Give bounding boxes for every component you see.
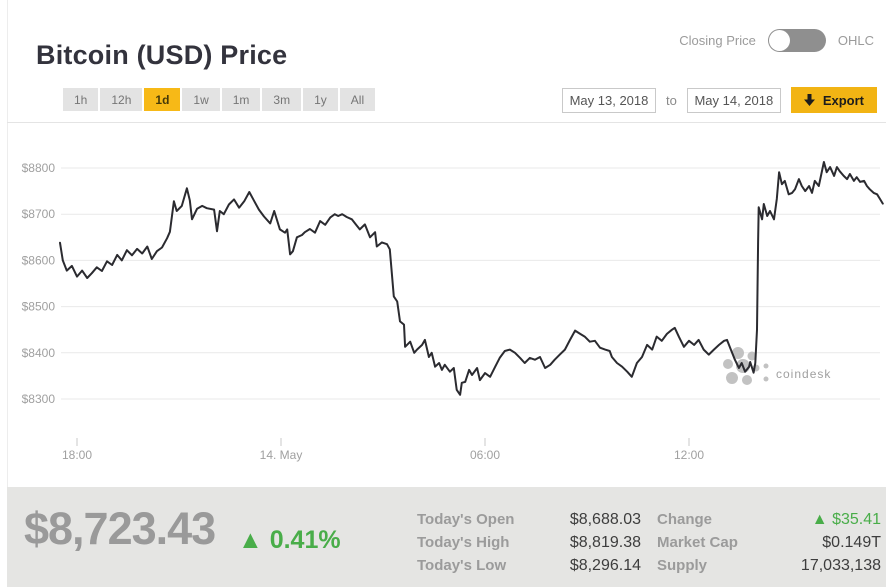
range-button-1w[interactable]: 1w: [182, 88, 220, 111]
toggle-knob-icon[interactable]: [768, 30, 790, 51]
stats-column-today: Today's Open $8,688.03 Today's High $8,819.…: [417, 508, 641, 577]
date-range-to-label: to: [665, 92, 677, 108]
stat-value: $8,688.03: [569, 511, 641, 528]
svg-text:$8700: $8700: [22, 207, 56, 221]
stat-row: Today's Low $8,296.14: [417, 554, 641, 577]
stat-label: Supply: [657, 557, 708, 574]
page-title: Bitcoin (USD) Price: [36, 40, 288, 71]
svg-text:$8400: $8400: [22, 346, 56, 360]
stat-label: Change: [657, 511, 713, 528]
svg-text:06:00: 06:00: [470, 448, 500, 462]
stat-row: Market Cap $0.149T: [657, 531, 881, 554]
export-button-label: Export: [822, 92, 864, 108]
up-arrow-icon: ▲: [238, 526, 263, 554]
range-button-12h[interactable]: 12h: [100, 88, 143, 111]
svg-text:$8800: $8800: [22, 161, 56, 175]
stat-value: ▲ $35.41: [811, 511, 881, 528]
stat-value: $8,296.14: [569, 557, 641, 574]
price-chart-svg[interactable]: $8800 $8700 $8600 $8500 $8400 $8300 18:00 14. …: [0, 0, 886, 487]
stat-row: Supply 17,033,138: [657, 554, 881, 577]
svg-text:18:00: 18:00: [62, 448, 92, 462]
date-from-input[interactable]: [561, 87, 656, 113]
stat-label: Market Cap: [657, 534, 738, 551]
stat-row: Today's Open $8,688.03: [417, 508, 641, 531]
range-button-all[interactable]: All: [339, 88, 376, 111]
stat-label: Today's High: [417, 534, 510, 551]
coindesk-watermark: coindesk: [723, 347, 831, 385]
stat-row: Change ▲ $35.41: [657, 508, 881, 531]
stats-column-market: Change ▲ $35.41 Market Cap $0.149T Supply 17,…: [657, 508, 881, 577]
date-controls: to Export: [561, 87, 877, 113]
price-line: [59, 161, 884, 396]
stat-value: 17,033,138: [800, 557, 881, 574]
range-button-1d[interactable]: 1d: [144, 88, 181, 111]
range-buttons: 1h 12h 1d 1w 1m 3m 1y All: [63, 88, 377, 111]
stat-row: Today's High $8,819.38: [417, 531, 641, 554]
date-to-input[interactable]: [686, 87, 781, 113]
watermark-text: coindesk: [776, 367, 831, 381]
svg-text:$8500: $8500: [22, 300, 56, 314]
x-axis-ticks: [76, 438, 690, 446]
stat-label: Today's Open: [417, 511, 515, 528]
range-button-1m[interactable]: 1m: [221, 88, 261, 111]
y-axis-labels: $8800 $8700 $8600 $8500 $8400 $8300: [22, 161, 56, 406]
svg-text:12:00: 12:00: [674, 448, 704, 462]
x-axis-labels: 18:00 14. May 06:00 12:00: [62, 448, 704, 462]
bottom-stats-panel: $8,723.43 ▲ 0.41% Today's Open $8,688.03 T…: [7, 487, 886, 587]
price-mode-toggle-group: Closing Price OHLC: [679, 29, 874, 52]
stat-value: $8,819.38: [569, 534, 641, 551]
page-left-border: [7, 0, 8, 587]
price-mode-toggle[interactable]: [767, 29, 826, 52]
range-button-1y[interactable]: 1y: [303, 88, 338, 111]
down-arrow-icon: [803, 93, 815, 106]
stat-value: $0.149T: [822, 534, 881, 551]
export-button[interactable]: Export: [790, 87, 877, 113]
range-button-1h[interactable]: 1h: [63, 88, 99, 111]
svg-text:$8300: $8300: [22, 392, 56, 406]
current-price: $8,723.43: [24, 503, 216, 554]
change-percent-badge: ▲ 0.41%: [238, 526, 341, 555]
svg-text:$8600: $8600: [22, 253, 56, 267]
change-percent-value: 0.41%: [269, 526, 341, 554]
ohlc-label: OHLC: [837, 33, 874, 48]
stat-label: Today's Low: [417, 557, 507, 574]
range-button-3m[interactable]: 3m: [262, 88, 302, 111]
svg-text:14. May: 14. May: [260, 448, 303, 462]
header-separator: [7, 122, 886, 123]
closing-price-label: Closing Price: [679, 33, 756, 48]
